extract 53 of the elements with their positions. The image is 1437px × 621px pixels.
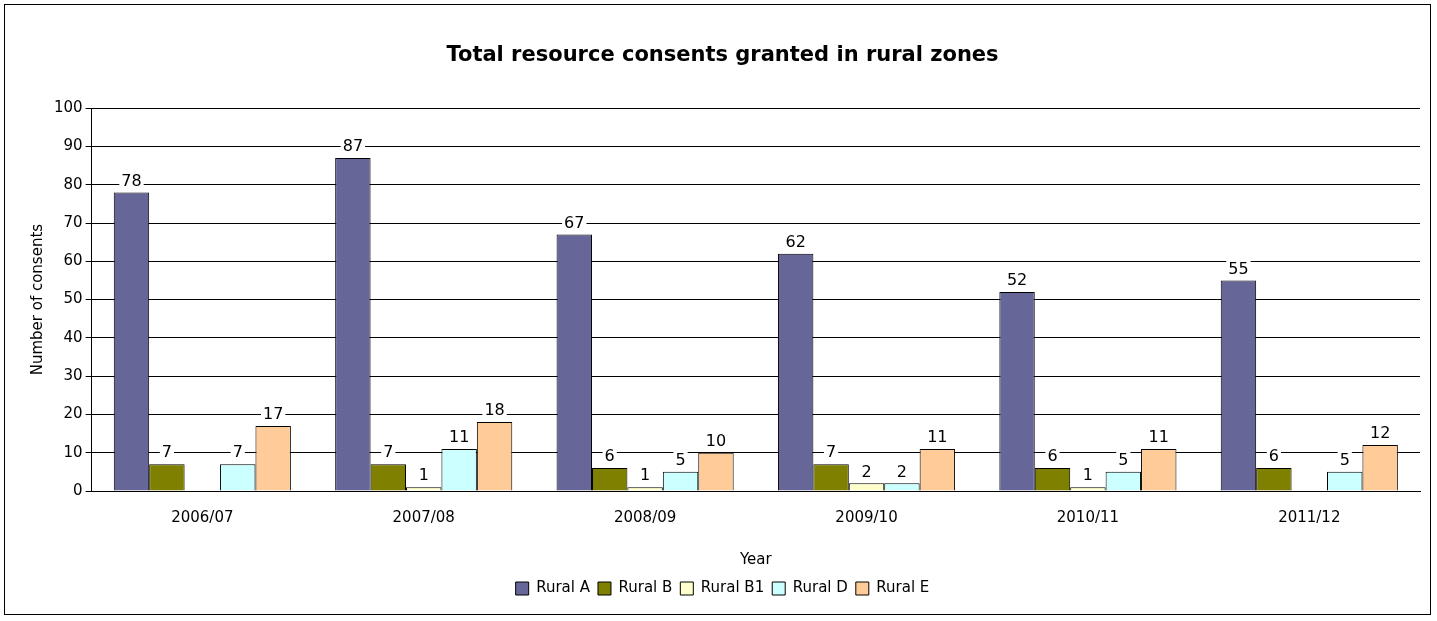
legend-label: Rural D: [792, 578, 848, 597]
x-tick-label: 2009/10: [835, 507, 898, 526]
data-label: 87: [342, 136, 364, 156]
data-label: 1: [640, 465, 651, 485]
y-tick-label: 30: [63, 366, 83, 385]
x-tick-label: 2007/08: [392, 507, 455, 526]
data-label: 2: [896, 461, 908, 481]
y-tick-label: 100: [53, 98, 83, 117]
legend-label: Rural B1: [700, 578, 765, 597]
y-tick-label: 70: [63, 212, 83, 231]
y-tick-label: 20: [63, 404, 83, 423]
data-label: 10: [705, 430, 727, 450]
data-label: 1: [418, 465, 429, 485]
data-label: 1: [1082, 465, 1093, 485]
y-tick-label: 40: [63, 327, 83, 346]
y-tick-label: 0: [73, 480, 83, 499]
y-tick-label: 10: [63, 442, 83, 461]
data-label: 11: [927, 427, 948, 447]
data-label: 2: [861, 461, 872, 481]
data-label: 5: [1339, 450, 1350, 470]
data-label: 7: [826, 442, 837, 462]
data-label: 18: [484, 400, 505, 420]
y-tick-label: 80: [63, 174, 83, 193]
data-label: 7: [161, 442, 172, 462]
data-label: 78: [121, 170, 142, 190]
x-tick-label: 2011/12: [1278, 507, 1341, 526]
data-label: 67: [564, 212, 585, 232]
data-label: 6: [1268, 446, 1279, 466]
data-label: 11: [1148, 427, 1169, 447]
data-label: 6: [1047, 446, 1058, 466]
x-axis-title: Year: [738, 549, 773, 568]
y-tick-label: 90: [63, 136, 83, 155]
y-axis-title: Number of consents: [27, 223, 46, 376]
data-label: 12: [1369, 423, 1391, 443]
legend-label: Rural A: [536, 578, 591, 597]
y-tick-label: 50: [63, 289, 83, 308]
data-label: 5: [675, 450, 686, 470]
y-tick-label: 60: [63, 251, 83, 270]
chart-title: Total resource consents granted in rural zones: [446, 42, 999, 67]
data-label: 17: [262, 404, 284, 424]
legend-label: Rural E: [876, 578, 930, 597]
data-label: 5: [1118, 450, 1129, 470]
x-tick-label: 2010/11: [1056, 507, 1120, 526]
data-label: 52: [1006, 270, 1028, 290]
x-tick-label: 2008/09: [613, 507, 677, 526]
x-tick-label: 2006/07: [171, 507, 234, 526]
data-label: 55: [1228, 258, 1249, 278]
legend-label: Rural B: [618, 578, 673, 597]
data-label: 62: [785, 231, 806, 251]
data-label: 7: [383, 442, 394, 462]
data-label: 11: [448, 427, 470, 447]
data-label: 7: [232, 442, 243, 462]
data-label: 6: [604, 446, 615, 466]
